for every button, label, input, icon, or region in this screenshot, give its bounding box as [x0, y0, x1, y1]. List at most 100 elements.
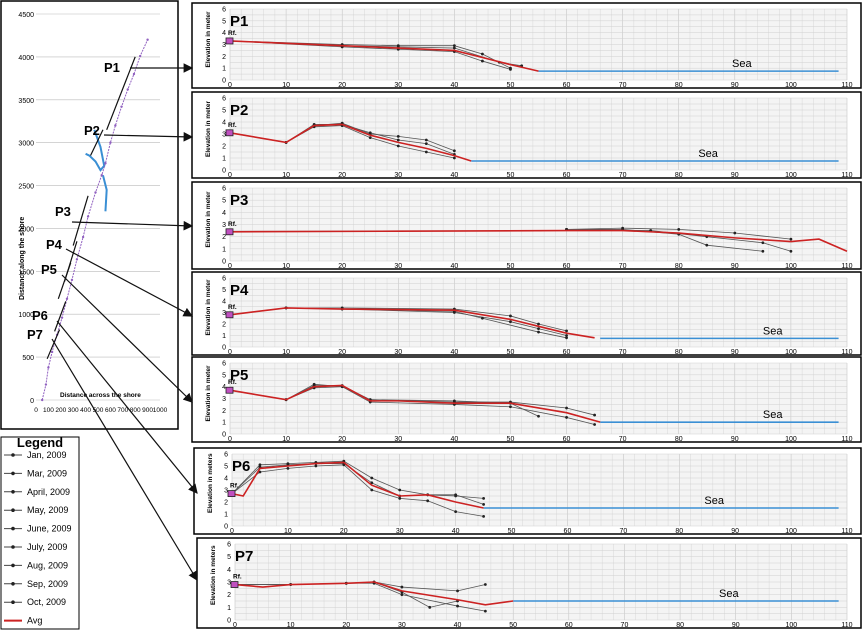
- panel-title: P2: [230, 102, 248, 119]
- y-axis-label: Elevation in meter: [205, 101, 212, 157]
- survey-point: [509, 67, 512, 71]
- x-tick-label: 60: [563, 349, 571, 356]
- y-axis-label: Elevation in meters: [207, 453, 214, 513]
- reference-marker: [230, 581, 239, 588]
- y-tick-label: 5: [222, 18, 226, 25]
- legend-frame: [0, 436, 80, 630]
- x-tick-label: 60: [563, 263, 571, 270]
- map-y-tick-label: 500: [22, 355, 34, 362]
- x-tick-label: 90: [731, 263, 739, 270]
- x-tick-label: 10: [282, 82, 290, 89]
- survey-point: [705, 243, 709, 247]
- x-tick-label: 0: [228, 172, 232, 179]
- profile-line-p2: [90, 129, 104, 156]
- x-tick-label: 10: [282, 172, 290, 179]
- y-tick-label: 1: [222, 156, 226, 163]
- x-tick-label: 80: [675, 263, 683, 270]
- legend-item-label: Avg: [27, 616, 42, 626]
- legend-item-label: April, 2009: [27, 487, 70, 497]
- map-x-tick-label: 500: [93, 407, 104, 414]
- survey-point: [452, 399, 456, 403]
- y-axis-label: Elevation in meter: [205, 279, 212, 335]
- x-tick-label: 40: [450, 82, 458, 89]
- y-tick-label: 0: [224, 524, 228, 531]
- legend-item-label: Jan, 2009: [27, 450, 67, 460]
- sea-label: Sea: [698, 148, 718, 160]
- reference-marker: [225, 311, 234, 319]
- survey-point: [370, 481, 374, 485]
- y-axis-label: Elevation in meters: [210, 545, 217, 605]
- river-mouth: [85, 129, 106, 172]
- y-tick-label: 4: [224, 476, 228, 483]
- y-tick-label: 0: [227, 618, 231, 625]
- y-tick-label: 1: [222, 333, 226, 340]
- reference-label: Rf.: [228, 304, 237, 311]
- survey-point: [733, 231, 737, 235]
- y-tick-label: 6: [222, 276, 226, 283]
- legend-marker: [11, 526, 15, 531]
- survey-point: [509, 314, 512, 318]
- shoreline-point: [50, 350, 54, 354]
- y-tick-label: 4: [222, 210, 226, 217]
- x-tick-label: 10: [287, 622, 295, 629]
- x-tick-label: 60: [563, 82, 571, 89]
- y-tick-label: 3: [222, 396, 226, 403]
- survey-point: [482, 515, 485, 518]
- x-tick-label: 110: [841, 82, 852, 89]
- shoreline-point: [132, 72, 136, 76]
- y-tick-label: 1: [227, 605, 231, 612]
- map-y-tick-label: 4500: [18, 12, 34, 19]
- x-tick-label: 20: [338, 82, 346, 89]
- legend-item-label: Oct, 2009: [27, 597, 66, 607]
- shoreline-point: [126, 88, 129, 91]
- y-tick-label: 3: [222, 42, 226, 49]
- legend-marker: [11, 582, 15, 586]
- sea-label: Sea: [763, 325, 783, 337]
- shoreline-point: [114, 124, 117, 127]
- map-y-tick-label: 0: [30, 398, 34, 405]
- y-tick-label: 1: [222, 420, 226, 427]
- x-tick-label: 50: [507, 172, 515, 179]
- survey-series-line: [229, 40, 511, 69]
- survey-point: [452, 44, 456, 48]
- y-tick-label: 0: [222, 259, 226, 266]
- x-tick-label: 40: [454, 622, 462, 629]
- x-tick-label: 80: [675, 528, 683, 535]
- panel-title: P3: [230, 192, 248, 209]
- profile-label-p4: P4: [46, 237, 63, 252]
- reference-label: Rf.: [230, 483, 239, 490]
- x-tick-label: 70: [619, 528, 627, 535]
- survey-point: [537, 414, 540, 418]
- panel-title: P6: [232, 458, 250, 475]
- survey-point: [424, 142, 428, 146]
- connector-arrow: [71, 220, 194, 231]
- legend-item-label: June, 2009: [27, 524, 72, 534]
- x-tick-label: 0: [228, 349, 232, 356]
- shoreline-point: [104, 162, 107, 165]
- profile-label-p3: P3: [55, 204, 71, 219]
- reference-label: Rf.: [233, 574, 242, 581]
- map-y-tick-label: 2000: [18, 226, 34, 233]
- legend-item-label: July, 2009: [27, 542, 67, 552]
- survey-point: [400, 585, 404, 589]
- x-tick-label: 0: [228, 436, 232, 443]
- y-tick-label: 2: [227, 592, 231, 599]
- survey-point: [456, 589, 459, 593]
- y-tick-label: 2: [222, 234, 226, 241]
- shoreline-point: [81, 235, 85, 239]
- y-tick-label: 6: [222, 361, 226, 368]
- x-tick-label: 110: [841, 263, 852, 270]
- sea-label: Sea: [763, 409, 783, 421]
- survey-point: [454, 493, 458, 497]
- map-y-axis-label: Distance along the shore: [19, 217, 26, 300]
- survey-point: [565, 416, 568, 419]
- survey-point: [482, 503, 485, 506]
- panel-title: P5: [230, 367, 248, 384]
- survey-point: [428, 605, 432, 609]
- profile-line-p6: [54, 301, 67, 332]
- survey-point: [481, 316, 484, 320]
- x-tick-label: 20: [338, 436, 346, 443]
- map-x-tick-label: 900: [142, 407, 153, 414]
- profile-label-p7: P7: [27, 327, 43, 342]
